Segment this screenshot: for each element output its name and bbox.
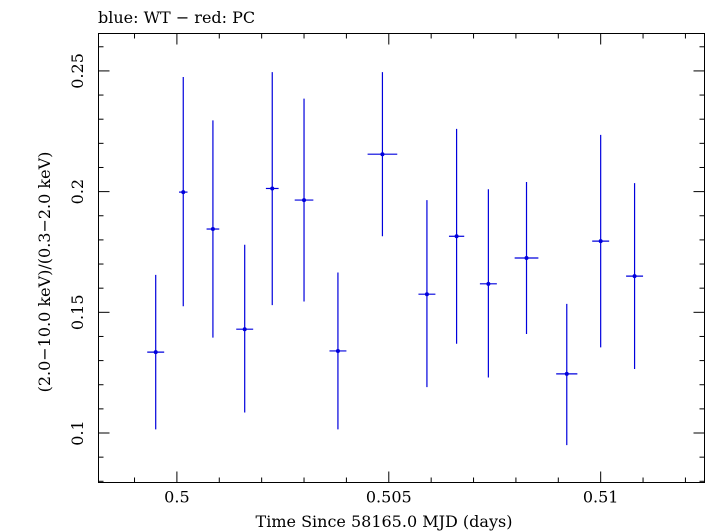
point-marker (302, 198, 307, 203)
data-point (479, 189, 497, 378)
data-points (147, 72, 644, 446)
x-tick-label: 0.51 (583, 488, 619, 507)
point-marker (335, 348, 340, 353)
plot-frame (98, 33, 705, 483)
data-point (556, 303, 578, 446)
point-marker (564, 371, 569, 376)
y-tick-label: 0.1 (68, 420, 87, 445)
data-point (329, 272, 347, 430)
point-marker (632, 274, 637, 279)
data-point (367, 72, 398, 237)
axis-ticks (98, 33, 705, 483)
point-marker (270, 186, 275, 191)
point-marker (380, 152, 385, 157)
data-point (448, 128, 465, 344)
data-point (206, 120, 220, 338)
data-point (179, 76, 188, 307)
y-tick-label: 0.25 (68, 53, 87, 89)
point-marker (524, 256, 529, 260)
y-axis-label: (2.0−10.0 keV)/(0.3−2.0 keV) (35, 152, 54, 393)
point-marker (242, 327, 247, 332)
data-point (265, 72, 279, 306)
tick-labels: 0.5 0.505 0.51 0.1 0.15 0.2 0.25 (68, 53, 618, 506)
point-marker (454, 234, 459, 239)
data-point (236, 244, 254, 413)
point-marker (181, 190, 186, 195)
data-point (418, 200, 436, 388)
point-marker (210, 227, 215, 232)
y-tick-label: 0.2 (68, 179, 87, 204)
y-tick-label: 0.15 (68, 295, 87, 331)
point-marker (486, 281, 491, 286)
data-point (626, 183, 644, 370)
x-tick-label: 0.5 (164, 488, 189, 507)
data-point (294, 98, 314, 302)
point-marker (153, 350, 158, 355)
x-tick-label: 0.505 (366, 488, 412, 507)
data-point (514, 181, 539, 335)
chart-title: blue: WT − red: PC (98, 8, 255, 27)
data-point (592, 134, 610, 348)
x-axis-label: Time Since 58165.0 MJD (days) (256, 512, 513, 531)
data-point (147, 274, 165, 430)
point-marker (598, 239, 603, 244)
point-marker (424, 292, 429, 297)
